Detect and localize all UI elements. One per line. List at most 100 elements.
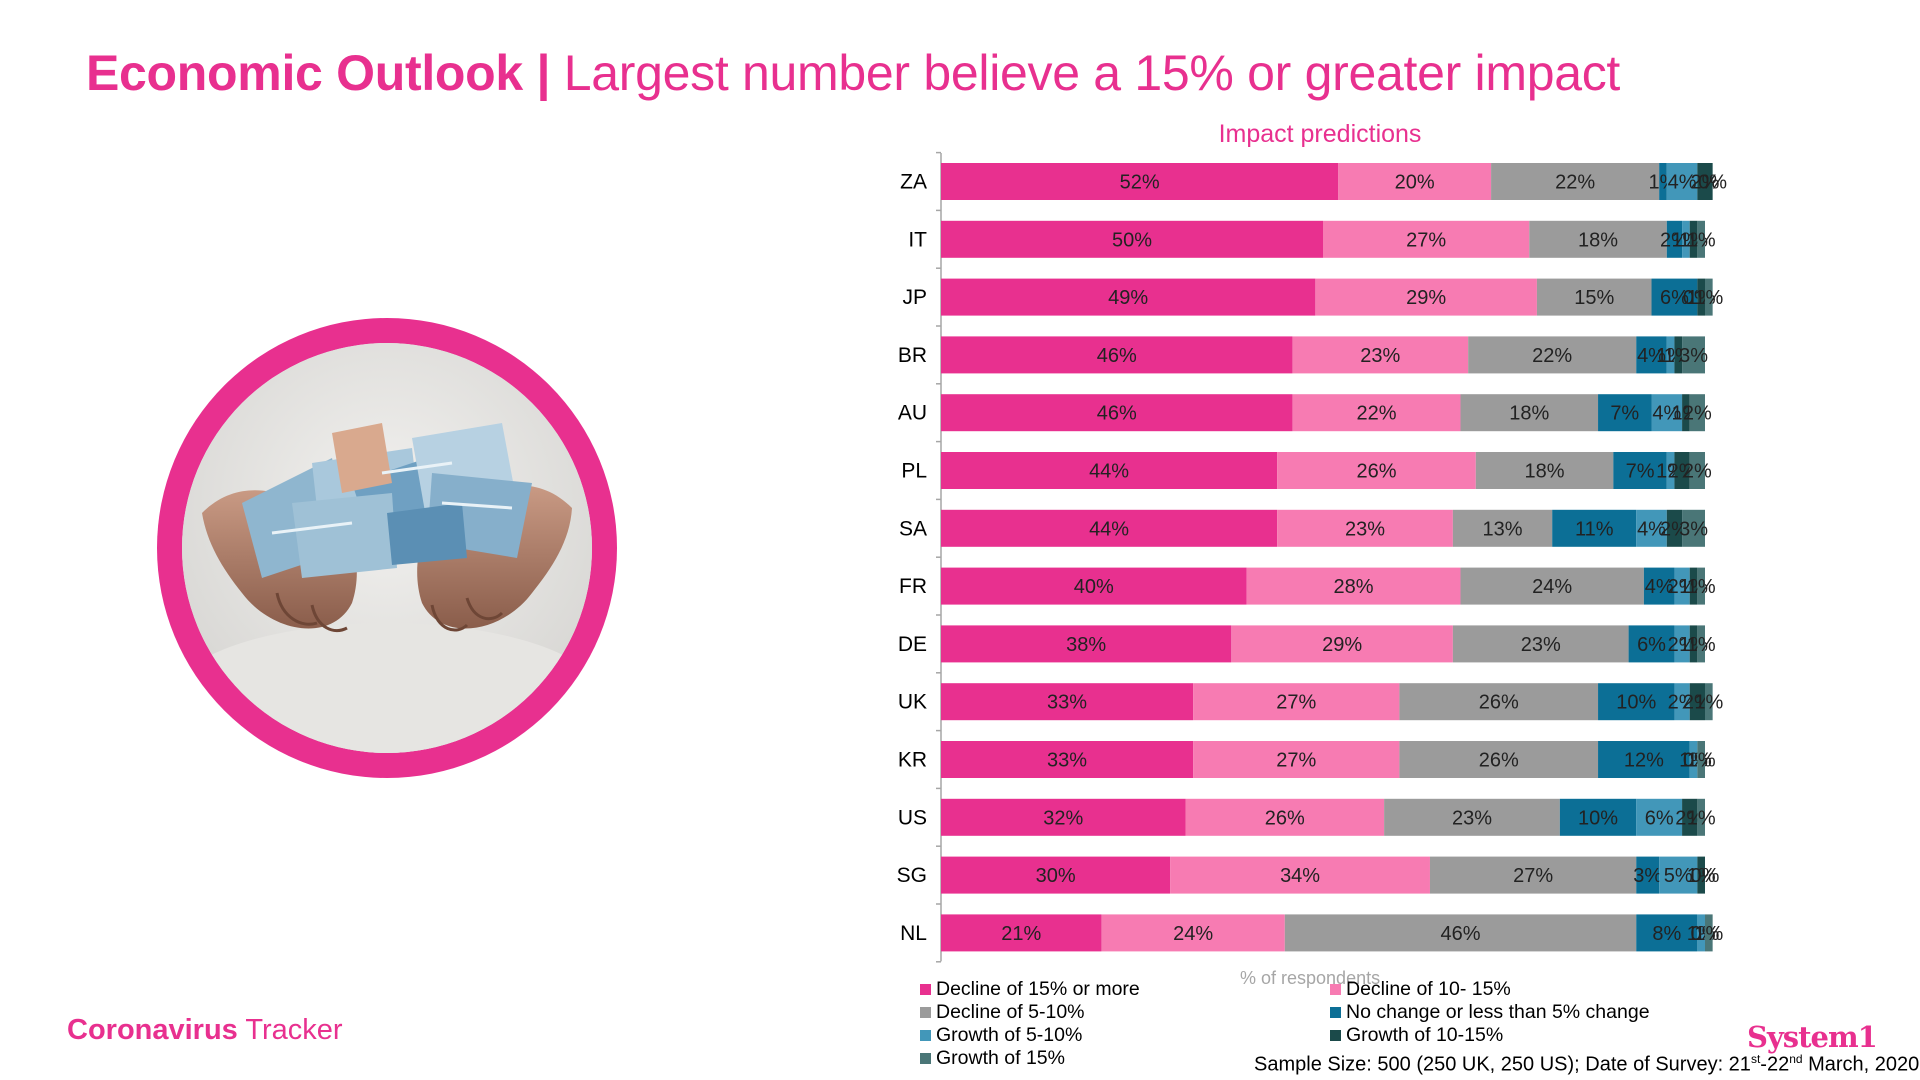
bar-au-s5 <box>1682 394 1690 432</box>
data-label-de-s1: 29% <box>1322 634 1362 656</box>
data-label-au-s4: 4% <box>1652 403 1681 425</box>
category-label-fr: FR <box>899 575 927 598</box>
data-label-us-s1: 26% <box>1265 807 1305 829</box>
data-label-pl-s2: 18% <box>1525 461 1565 483</box>
bar-jp-s3 <box>1651 278 1698 316</box>
legend-label: No change or less than 5% change <box>1346 1001 1650 1023</box>
category-label-de: DE <box>898 633 927 656</box>
hands-with-money-image <box>182 343 592 753</box>
bar-nl-s6 <box>1705 914 1713 952</box>
bar-uk-s3 <box>1598 683 1675 721</box>
bar-nl-s1 <box>1101 914 1285 952</box>
category-label-nl: NL <box>900 922 927 945</box>
bar-sa-s1 <box>1277 509 1453 547</box>
bar-us-s3 <box>1559 798 1637 836</box>
data-label-it-s3: 2% <box>1660 229 1689 251</box>
bar-pl-s5 <box>1674 452 1690 489</box>
data-label-us-s3: 10% <box>1578 807 1618 829</box>
legend-label: Decline of 10- 15% <box>1346 978 1511 1000</box>
bar-de-s6 <box>1697 625 1705 663</box>
data-label-uk-s5: 2% <box>1683 692 1712 714</box>
bar-za-s0 <box>941 163 1339 200</box>
data-label-uk-s3: 10% <box>1616 692 1656 714</box>
data-label-fr-s1: 28% <box>1334 576 1374 598</box>
bar-de-s1 <box>1231 625 1453 663</box>
bar-jp-s5 <box>1697 278 1705 316</box>
bar-fr-s2 <box>1460 567 1644 605</box>
bar-uk-s0 <box>941 683 1194 721</box>
bar-kr-s0 <box>941 741 1194 778</box>
bar-br-s2 <box>1468 336 1637 374</box>
bar-de-s3 <box>1628 625 1675 663</box>
data-label-de-s6: 1% <box>1687 634 1716 656</box>
legend-item: Growth of 5-10% <box>920 1024 1082 1047</box>
sample-mid: -22 <box>1760 1053 1790 1076</box>
bar-sg-s4 <box>1659 856 1698 894</box>
data-label-br-s1: 23% <box>1360 345 1400 367</box>
bar-us-s0 <box>941 798 1186 836</box>
bar-au-s4 <box>1651 394 1683 432</box>
data-label-sg-s1: 34% <box>1280 865 1320 887</box>
data-label-sg-s4: 5% <box>1664 865 1693 887</box>
bar-br-s1 <box>1292 336 1469 374</box>
bar-fr-s6 <box>1697 567 1705 605</box>
bar-pl-s4 <box>1666 452 1675 489</box>
data-label-br-s0: 46% <box>1097 345 1137 367</box>
data-label-uk-s4: 2% <box>1668 692 1697 714</box>
money-photo-inner <box>182 343 592 753</box>
bar-au-s1 <box>1292 394 1461 432</box>
bar-br-s5 <box>1674 336 1683 374</box>
sample-suffix: March, 2020 <box>1802 1053 1920 1076</box>
category-label-au: AU <box>898 402 927 425</box>
data-label-nl-s3: 8% <box>1652 923 1681 945</box>
bar-sa-s0 <box>941 509 1278 547</box>
data-label-nl-s2: 46% <box>1441 923 1481 945</box>
legend-swatch <box>920 1030 931 1041</box>
data-label-br-s6: 3% <box>1679 345 1708 367</box>
data-label-fr-s0: 40% <box>1074 576 1114 598</box>
tracker-bold: Coronavirus <box>67 1014 238 1046</box>
bar-sg-s3 <box>1636 856 1660 894</box>
data-label-us-s2: 23% <box>1452 807 1492 829</box>
legend-label: Growth of 15% <box>936 1047 1065 1069</box>
sample-sup-st: st <box>1750 1052 1761 1066</box>
bar-de-s4 <box>1674 625 1690 663</box>
bar-nl-s4 <box>1697 914 1705 952</box>
bar-jp-s6 <box>1705 278 1713 316</box>
bar-uk-s2 <box>1399 683 1599 721</box>
category-label-za: ZA <box>900 171 927 194</box>
bar-sg-s5 <box>1697 856 1705 894</box>
data-label-us-s6: 1% <box>1687 807 1716 829</box>
bar-br-s0 <box>941 336 1293 374</box>
data-label-pl-s3: 7% <box>1626 461 1655 483</box>
category-label-us: US <box>898 806 927 829</box>
data-label-nl-s0: 21% <box>1001 923 1041 945</box>
bar-it-s1 <box>1323 220 1530 258</box>
category-label-jp: JP <box>902 286 927 309</box>
bar-it-s4 <box>1682 220 1690 258</box>
legend-item: Growth of 10-15% <box>1330 1024 1503 1047</box>
legend-swatch <box>920 1007 931 1018</box>
bar-sg-s1 <box>1170 856 1430 894</box>
data-label-jp-s6: 1% <box>1694 287 1723 309</box>
bar-za-s3 <box>1659 163 1667 200</box>
page-title: Economic Outlook | Largest number believ… <box>86 44 1620 102</box>
data-label-nl-s1: 24% <box>1173 923 1213 945</box>
data-label-kr-s1: 27% <box>1276 750 1316 772</box>
data-label-za-s2: 22% <box>1555 172 1595 194</box>
data-label-kr-s3: 12% <box>1624 750 1664 772</box>
bar-au-s2 <box>1460 394 1599 432</box>
data-label-us-s0: 32% <box>1043 807 1083 829</box>
coronavirus-tracker-label: Coronavirus Tracker <box>67 1014 343 1047</box>
bar-us-s6 <box>1697 798 1705 836</box>
data-label-sa-s0: 44% <box>1089 518 1129 540</box>
data-label-uk-s0: 33% <box>1047 692 1087 714</box>
data-label-de-s4: 2% <box>1668 634 1697 656</box>
bar-fr-s0 <box>941 567 1247 605</box>
bar-za-s5 <box>1697 163 1713 200</box>
data-label-au-s1: 22% <box>1356 403 1396 425</box>
bar-sa-s2 <box>1452 509 1553 547</box>
bar-uk-s4 <box>1674 683 1690 721</box>
bar-pl-s1 <box>1277 452 1476 489</box>
